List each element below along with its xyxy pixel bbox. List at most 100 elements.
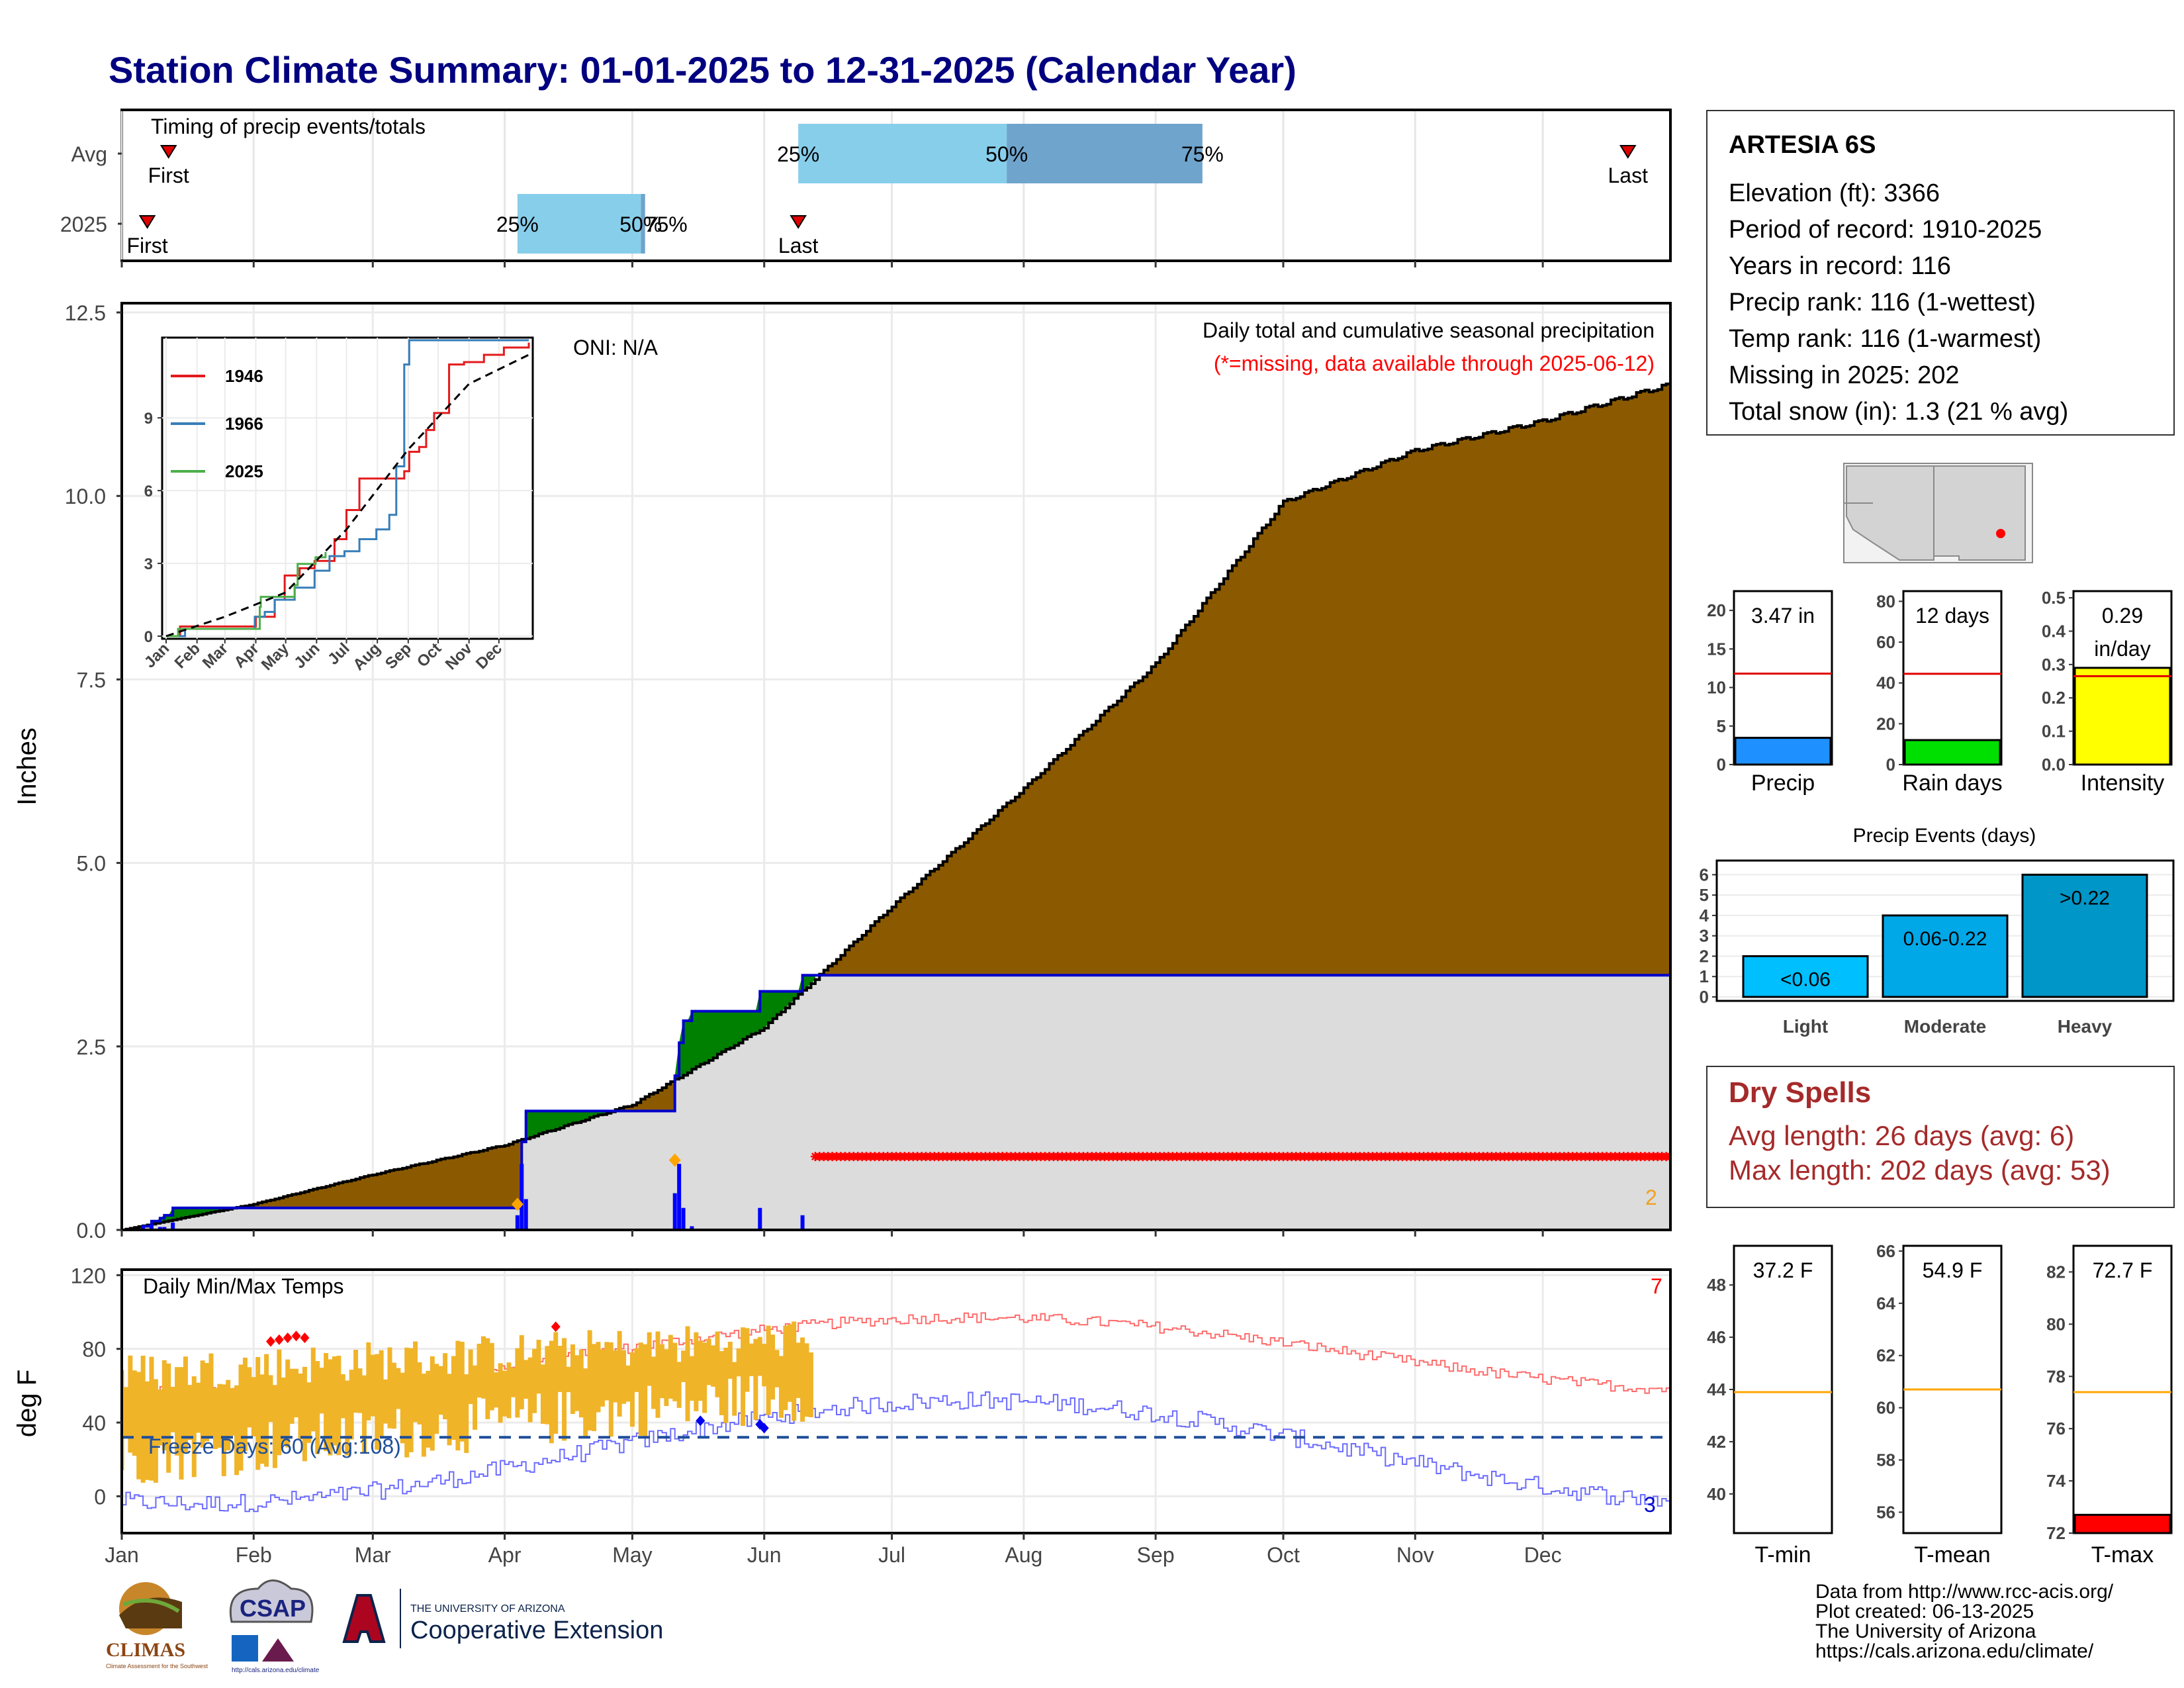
inset-ytick-label: 9	[144, 410, 153, 428]
temp-bar	[723, 1347, 729, 1423]
temp-bar	[281, 1377, 286, 1445]
logos-svg: CLIMAS Climate Assessment for the Southw…	[106, 1579, 663, 1674]
temp-bar	[451, 1356, 456, 1440]
oni-label: ONI: N/A	[573, 336, 659, 359]
temp-bar	[647, 1332, 652, 1386]
daily-precip-bar	[158, 1227, 162, 1230]
temp-bar	[587, 1330, 592, 1430]
temp-bar	[527, 1357, 533, 1423]
precip-annotation-missing: (*=missing, data available through 2025-…	[1214, 352, 1655, 375]
precip-y-axis: 0.0 2.5 5.0 7.5 10.0 12.5	[65, 301, 1544, 1243]
timing-last-marker	[1619, 145, 1637, 159]
footer-plot-created: Plot created: 06-13-2025	[1815, 1601, 2034, 1622]
temp-bar	[242, 1357, 248, 1452]
temp-bar	[629, 1352, 635, 1427]
station-info-panel: ARTESIA 6S Elevation (ft): 3366 Period o…	[1706, 110, 2175, 436]
daily-precip-bar	[150, 1225, 154, 1230]
dry-spells-avg: Avg length: 26 days (avg: 6)	[1729, 1120, 2075, 1151]
station-snow: Total snow (in): 1.3 (21 % avg)	[1729, 398, 2069, 426]
inset-series-1946	[166, 342, 530, 637]
timing-pct75-label: 75%	[645, 212, 688, 236]
events-bar-label: >0.22	[2060, 887, 2110, 909]
temp-bar	[361, 1375, 367, 1453]
station-elevation: Elevation (ft): 3366	[1729, 179, 1940, 207]
temp-bar	[226, 1380, 231, 1451]
timing-last-label: Last	[778, 234, 819, 258]
record-high-marker	[283, 1332, 293, 1343]
daily-precip-bar	[677, 1164, 682, 1230]
temp-bar	[778, 1356, 784, 1418]
temp-bar	[391, 1362, 396, 1429]
record-high-marker	[274, 1334, 284, 1345]
summary-ytick-label: 72	[2046, 1523, 2066, 1543]
temp-bar	[540, 1364, 545, 1424]
temp-bar	[711, 1345, 716, 1387]
precip-ytick-label: 5.0	[77, 852, 106, 876]
temp-bar	[562, 1338, 567, 1441]
daily-precip-bar	[515, 1215, 520, 1230]
dry-spells-max: Max length: 202 days (avg: 53)	[1729, 1154, 2111, 1186]
temp-bar	[191, 1376, 197, 1477]
temp-bar	[298, 1373, 303, 1440]
temp-bar	[285, 1359, 291, 1448]
temp-bar	[753, 1338, 758, 1420]
summary-ytick-label: 76	[2046, 1419, 2066, 1438]
station-missing: Missing in 2025: 202	[1729, 361, 1960, 389]
temp-bar	[123, 1387, 128, 1438]
inset-ytick-label: 6	[144, 483, 153, 500]
temp-ytick-label: 80	[82, 1338, 106, 1362]
temp-bar	[774, 1350, 780, 1387]
min-temp-line	[122, 1391, 1670, 1513]
temp-bar	[659, 1344, 664, 1399]
temp-bar	[796, 1342, 801, 1398]
summary-ytick-label: 66	[1876, 1241, 1895, 1261]
temp-bar	[464, 1374, 469, 1453]
temp-bar	[515, 1348, 520, 1418]
precip-ytick-label: 10.0	[65, 485, 106, 508]
temp-bar	[315, 1361, 320, 1454]
summary-ytick-label: 20	[1707, 600, 1726, 620]
inset-legend-label: 1966	[225, 414, 263, 434]
summary-ytick-label: 46	[1707, 1327, 1726, 1347]
summary-ytick-label: 0.5	[2042, 588, 2066, 608]
temp-bar	[745, 1328, 750, 1392]
temp-bar	[357, 1368, 363, 1413]
summary-value-label: 0.29	[2102, 604, 2143, 628]
page-title: Station Climate Summary: 01-01-2025 to 1…	[109, 49, 1297, 91]
temp-bar	[340, 1374, 345, 1419]
summary-ytick-label: 5	[1717, 716, 1726, 736]
events-bar-label: 0.06-0.22	[1903, 928, 1987, 950]
temp-ytick-label: 40	[82, 1411, 106, 1435]
temp-bar	[302, 1366, 307, 1462]
summary-ytick-label: 0	[1886, 755, 1895, 774]
temp-bar	[161, 1360, 167, 1450]
record-low-count: 3	[1644, 1493, 1656, 1517]
timing-pct75-label: 75%	[1181, 142, 1224, 166]
events-ytick-label: 5	[1700, 885, 1709, 905]
temp-bar	[145, 1381, 150, 1480]
ua-logo: THE UNIVERSITY OF ARIZONA Cooperative Ex…	[342, 1589, 663, 1648]
climas-logo-text: CLIMAS	[106, 1639, 185, 1661]
summary-name-label: T-min	[1755, 1542, 1811, 1568]
inset-legend-label: 1946	[225, 366, 263, 386]
temp-bar	[459, 1341, 465, 1442]
summary-ytick-label: 0.1	[2042, 722, 2066, 741]
temp-bar	[153, 1379, 158, 1483]
csap-logo-url: http://cals.arizona.edu/climate	[232, 1667, 320, 1674]
temp-xtick-label: Jan	[105, 1543, 139, 1567]
temp-xtick-label: Dec	[1524, 1543, 1562, 1567]
snow-marker	[511, 1197, 523, 1211]
temp-bar	[217, 1383, 222, 1448]
summary-ytick-label: 0.3	[2042, 655, 2066, 675]
temp-bar	[408, 1348, 414, 1452]
temp-bar	[324, 1352, 329, 1452]
temp-bar	[289, 1368, 295, 1424]
temp-bar	[136, 1372, 142, 1479]
temp-summary-bars: 40 42 44 46 48 37.2 F T-min 56 58 60 62 64 66 54.9 F T…	[1707, 1241, 2173, 1568]
temp-xtick-label: Aug	[1005, 1543, 1042, 1567]
inset-series-1966	[166, 339, 529, 637]
station-name: ARTESIA 6S	[1729, 131, 1876, 159]
state-new-mexico	[1933, 465, 2026, 561]
events-category-label: Heavy	[2058, 1016, 2113, 1037]
temp-bar	[804, 1343, 809, 1417]
